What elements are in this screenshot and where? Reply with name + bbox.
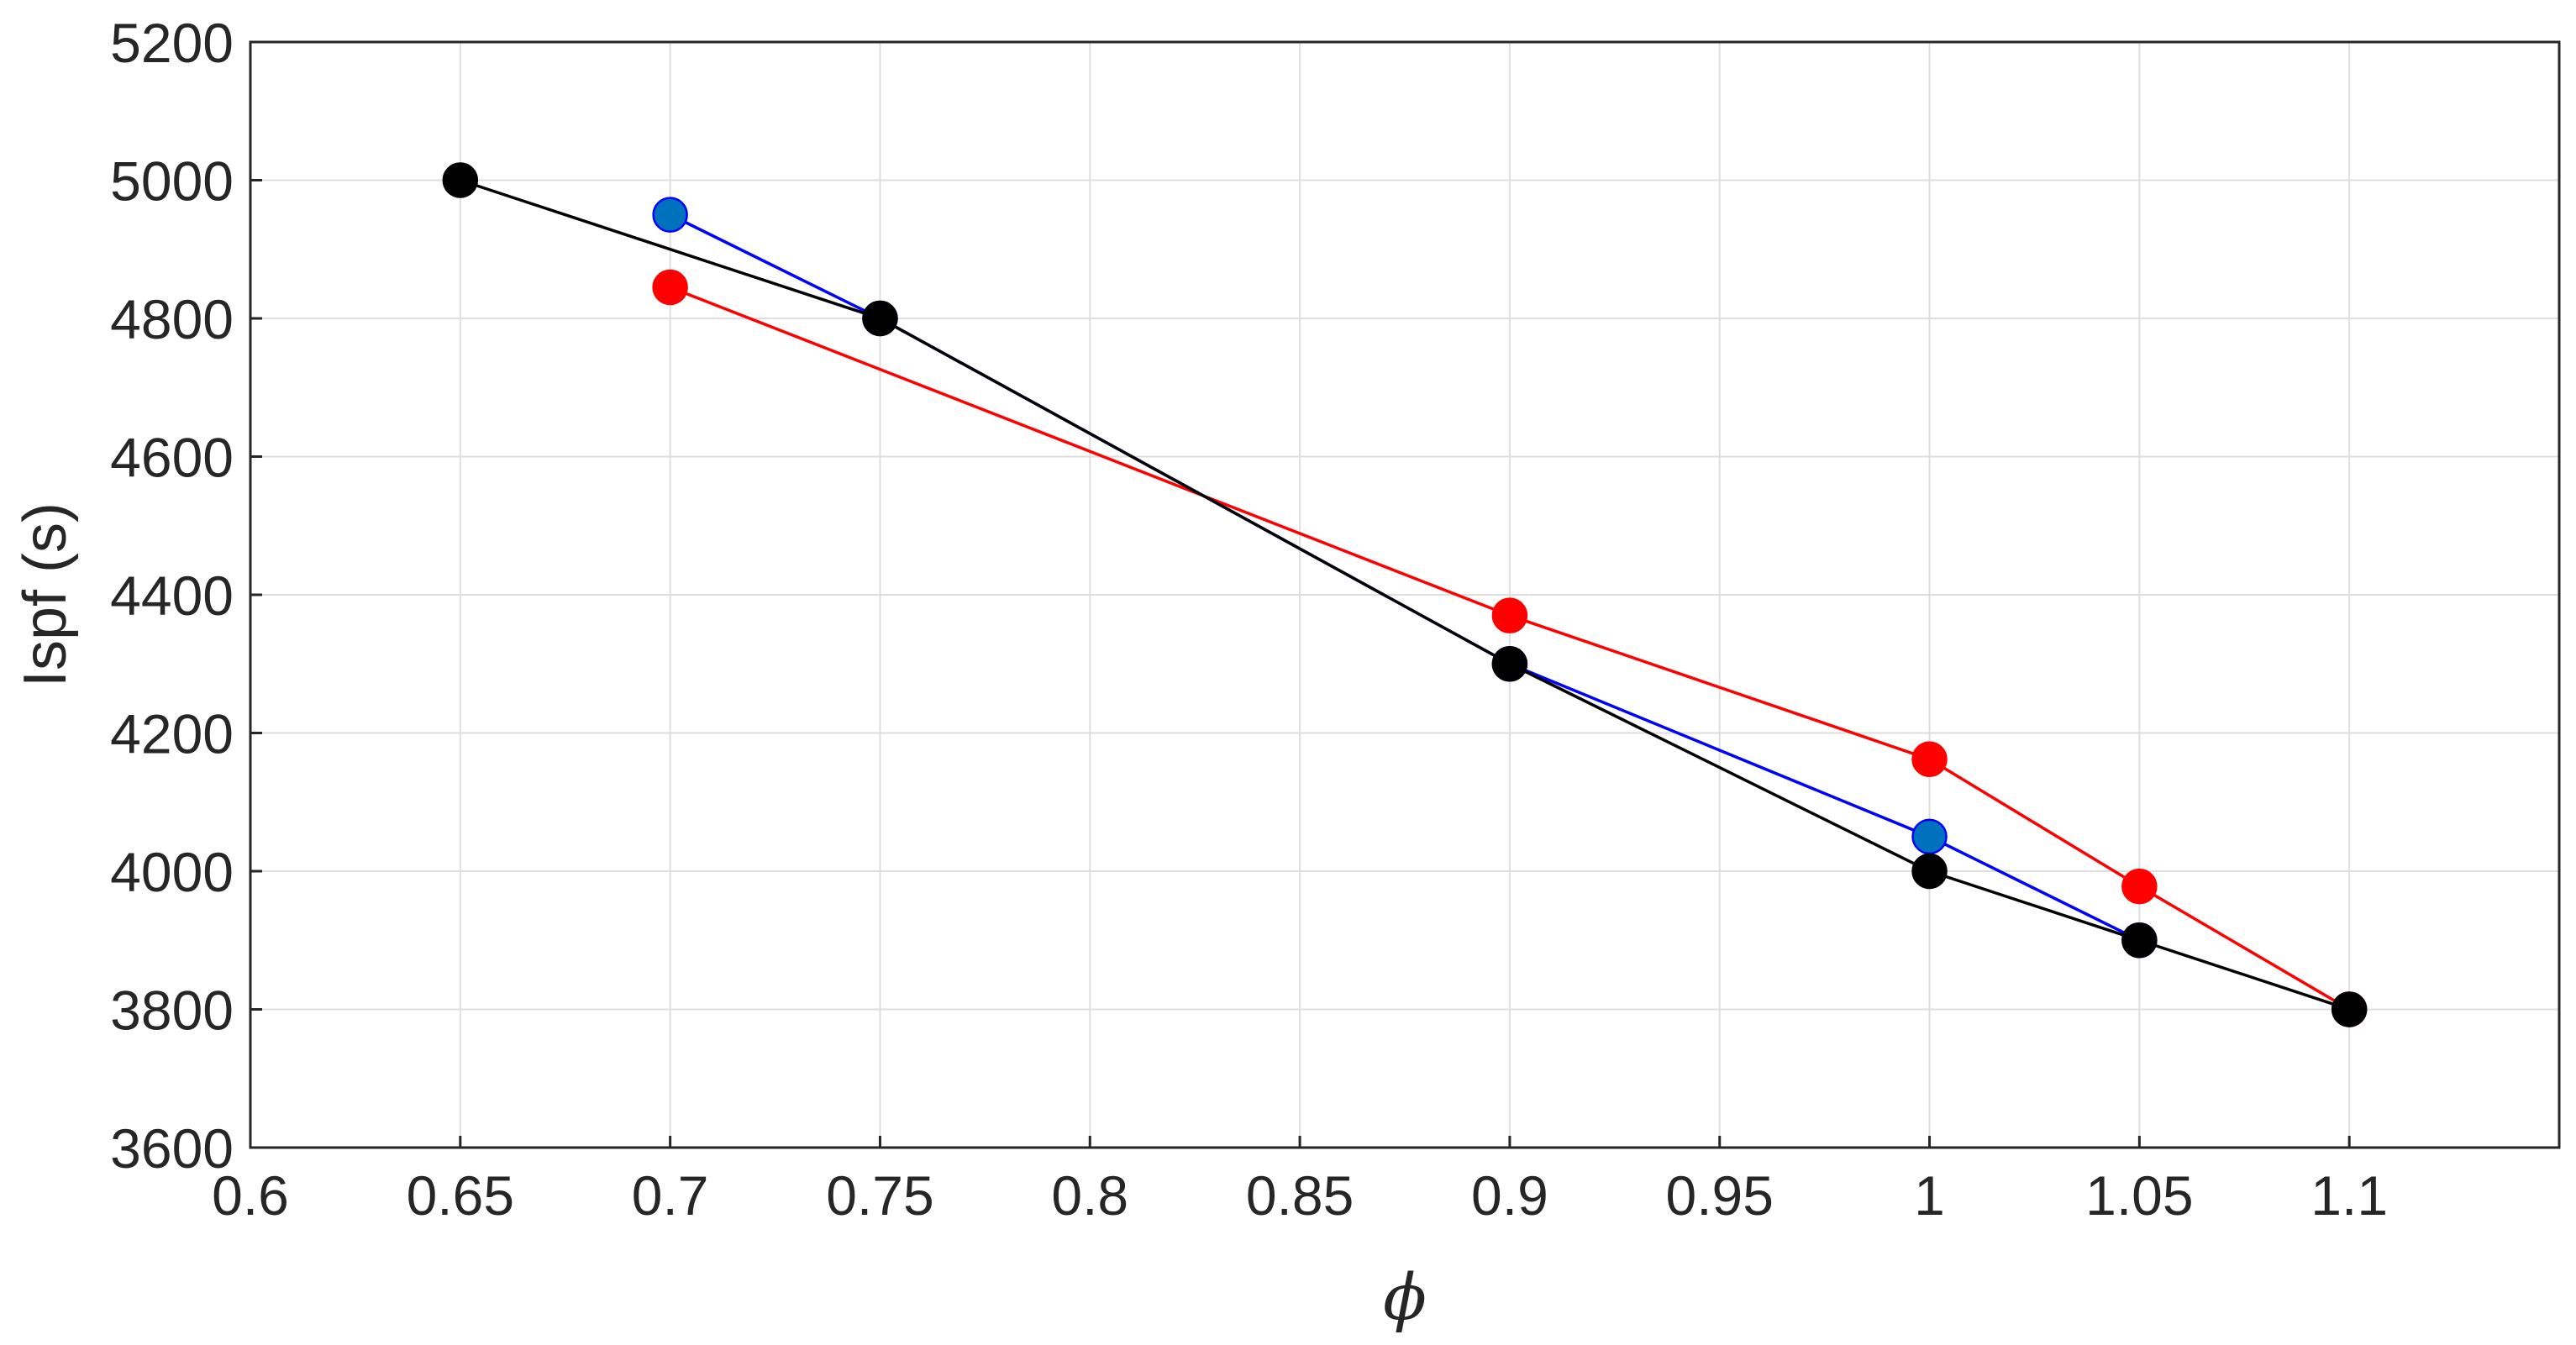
x-axis-label: ϕ <box>1383 1259 1427 1334</box>
series-layer <box>442 162 2368 1027</box>
data-point <box>1911 853 1948 890</box>
x-tick-label: 0.95 <box>1665 1164 1773 1227</box>
y-tick-label: 3600 <box>110 1117 234 1180</box>
data-point <box>442 162 479 198</box>
y-axis-label: Ispf (s) <box>12 502 79 687</box>
x-tick-label: 0.8 <box>1051 1164 1128 1227</box>
x-tick-labels: 0.6 0.65 0.7 0.75 0.8 0.85 0.9 0.95 1 1.05 1.1 <box>212 1136 2388 1227</box>
y-tick-label: 4800 <box>110 288 234 350</box>
y-tick-label: 4200 <box>110 703 234 765</box>
data-point <box>862 300 898 337</box>
series-1 <box>652 269 2368 1027</box>
data-point <box>2121 922 2158 959</box>
data-point <box>1491 646 1528 682</box>
y-tick-label: 4000 <box>110 841 234 903</box>
y-tick-label: 5200 <box>110 12 234 74</box>
x-tick-label: 1 <box>1914 1164 1945 1227</box>
data-point <box>1911 741 1948 778</box>
x-tick-label: 0.85 <box>1246 1164 1354 1227</box>
series-line <box>460 178 2350 1011</box>
x-tick-label: 0.75 <box>826 1164 933 1227</box>
data-point <box>652 197 688 233</box>
data-point <box>2331 991 2368 1027</box>
data-point <box>1911 818 1948 855</box>
data-point <box>652 269 688 306</box>
x-tick-label: 0.6 <box>212 1164 289 1227</box>
x-tick-label: 0.9 <box>1471 1164 1548 1227</box>
y-tick-labels: 3600 3800 4000 4200 4400 4600 4800 5000 5200 <box>110 12 262 1180</box>
y-tick-label: 5000 <box>110 150 234 213</box>
series-3 <box>442 162 2368 1027</box>
data-point <box>2121 868 2158 905</box>
data-point <box>1491 597 1528 633</box>
y-tick-label: 4400 <box>110 565 234 627</box>
x-tick-label: 0.65 <box>407 1164 514 1227</box>
y-tick-label: 3800 <box>110 980 234 1042</box>
x-tick-label: 1.05 <box>2085 1164 2193 1227</box>
y-tick-label: 4600 <box>110 427 234 489</box>
x-tick-label: 0.7 <box>632 1164 709 1227</box>
x-tick-label: 1.1 <box>2311 1164 2388 1227</box>
